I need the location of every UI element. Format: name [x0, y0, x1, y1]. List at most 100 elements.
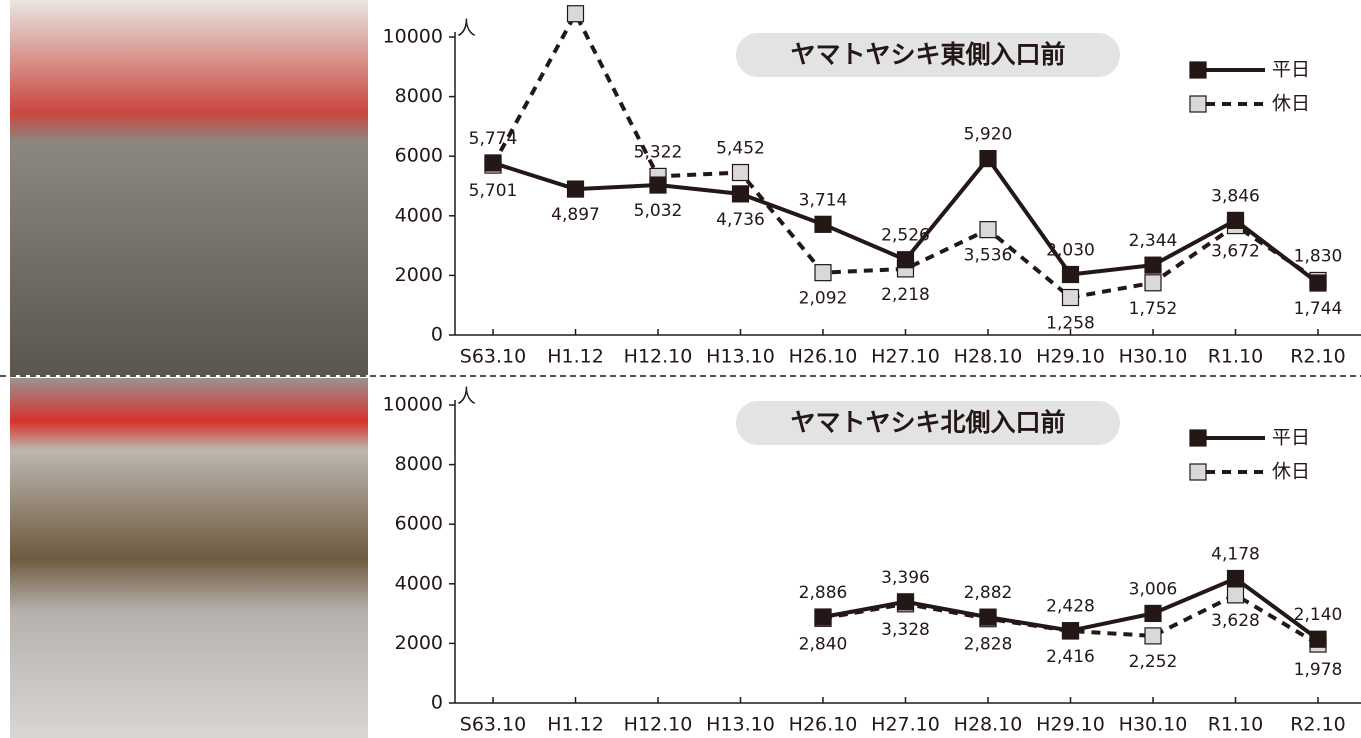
y-tick-label: 0 — [431, 324, 443, 346]
x-tick-label: H30.10 — [1119, 346, 1188, 368]
x-tick-label: H13.10 — [706, 346, 775, 368]
x-tick-label: S63.10 — [460, 346, 526, 368]
value-label: 4,178 — [1211, 544, 1260, 564]
legend-marker — [1189, 95, 1207, 113]
x-tick-label: H29.10 — [1036, 346, 1105, 368]
marker — [814, 264, 832, 282]
legend-label: 休日 — [1272, 461, 1310, 483]
value-label: 3,846 — [1211, 186, 1260, 206]
value-label: 3,006 — [1129, 579, 1178, 599]
value-label: 2,416 — [1046, 647, 1095, 667]
marker — [896, 593, 915, 611]
x-tick-label: H30.10 — [1119, 714, 1188, 736]
value-label: 1,258 — [1046, 314, 1095, 334]
marker — [731, 185, 750, 203]
marker — [1144, 274, 1162, 292]
value-label: 1,978 — [1294, 660, 1343, 680]
marker — [484, 154, 502, 172]
x-tick-label: H28.10 — [954, 714, 1023, 736]
y-tick-label: 6000 — [395, 513, 443, 535]
marker — [566, 180, 585, 198]
title-pill — [736, 33, 1120, 77]
y-tick-label: 2000 — [395, 264, 443, 286]
x-tick-label: R2.10 — [1290, 346, 1346, 368]
y-tick-label: 8000 — [395, 85, 443, 107]
marker — [1061, 622, 1080, 640]
y-tick-label: 4000 — [395, 572, 443, 594]
y-tick-label: 6000 — [395, 145, 443, 167]
value-label: 5,701 — [469, 181, 518, 201]
legend-label: 平日 — [1272, 427, 1310, 449]
chart-title: ヤマトヤシキ東側入口前 — [790, 40, 1065, 69]
x-tick-label: H12.10 — [624, 714, 693, 736]
legend-marker — [1189, 429, 1207, 447]
marker — [896, 251, 915, 269]
y-tick-label: 2000 — [395, 632, 443, 654]
x-tick-label: H27.10 — [871, 714, 940, 736]
marker — [979, 221, 997, 239]
series-line — [491, 9, 1320, 300]
marker — [1144, 627, 1162, 645]
x-tick-label: H27.10 — [871, 346, 940, 368]
marker — [979, 608, 997, 626]
photo — [10, 0, 368, 375]
y-unit: 人 — [457, 386, 476, 408]
y-tick-label: 8000 — [395, 453, 443, 475]
value-label: 3,672 — [1211, 242, 1260, 262]
value-label: 2,526 — [881, 226, 930, 246]
marker — [1226, 586, 1245, 604]
y-unit: 人 — [457, 18, 476, 40]
x-tick-label: S63.10 — [460, 714, 526, 736]
value-label: 5,322 — [634, 142, 683, 162]
marker — [1144, 256, 1162, 274]
value-label: 1,744 — [1294, 299, 1343, 319]
legend-marker — [1189, 463, 1207, 481]
x-tick-label: H13.10 — [706, 714, 775, 736]
marker — [731, 163, 750, 182]
y-tick-label: 10000 — [383, 394, 443, 416]
x-tick-label: H1.12 — [547, 346, 604, 368]
value-label: 2,428 — [1046, 597, 1095, 617]
x-tick-label: H29.10 — [1036, 714, 1105, 736]
marker — [1144, 604, 1162, 623]
value-label: 3,396 — [881, 568, 930, 588]
y-tick-label: 0 — [431, 692, 443, 714]
value-label: 4,736 — [716, 210, 765, 230]
value-label: 2,252 — [1129, 652, 1178, 672]
value-label: 3,714 — [799, 190, 848, 210]
value-label: 2,840 — [799, 634, 848, 654]
value-label: 2,828 — [964, 635, 1013, 655]
photo — [10, 378, 368, 738]
value-label: 5,452 — [716, 139, 765, 159]
x-tick-label: H26.10 — [789, 346, 858, 368]
marker — [1226, 211, 1245, 229]
value-label: 1,830 — [1294, 246, 1343, 266]
marker — [1226, 569, 1245, 588]
x-tick-label: H26.10 — [789, 714, 858, 736]
x-tick-label: H28.10 — [954, 346, 1023, 368]
x-tick-label: H1.12 — [547, 714, 604, 736]
value-label: 3,628 — [1211, 611, 1260, 631]
value-label: 5,032 — [634, 201, 683, 221]
marker — [814, 608, 832, 626]
value-label: 3,328 — [881, 620, 930, 640]
chart-title: ヤマトヤシキ北側入口前 — [790, 408, 1065, 437]
value-label: 2,886 — [799, 583, 848, 603]
legend-label: 休日 — [1272, 93, 1310, 115]
legend-label: 平日 — [1272, 59, 1310, 81]
x-tick-label: R2.10 — [1290, 714, 1346, 736]
y-tick-label: 10000 — [383, 26, 443, 48]
x-tick-label: R1.10 — [1208, 346, 1264, 368]
value-label: 2,140 — [1294, 605, 1343, 625]
marker — [1061, 288, 1080, 307]
value-label: 3,536 — [964, 246, 1013, 266]
value-label: 2,344 — [1129, 231, 1178, 251]
value-label: 1,752 — [1129, 299, 1178, 319]
x-tick-label: H12.10 — [624, 346, 693, 368]
y-tick-label: 4000 — [395, 204, 443, 226]
marker — [1309, 274, 1327, 292]
marker — [566, 5, 585, 23]
title-pill — [736, 401, 1120, 445]
value-label: 2,882 — [964, 583, 1013, 603]
